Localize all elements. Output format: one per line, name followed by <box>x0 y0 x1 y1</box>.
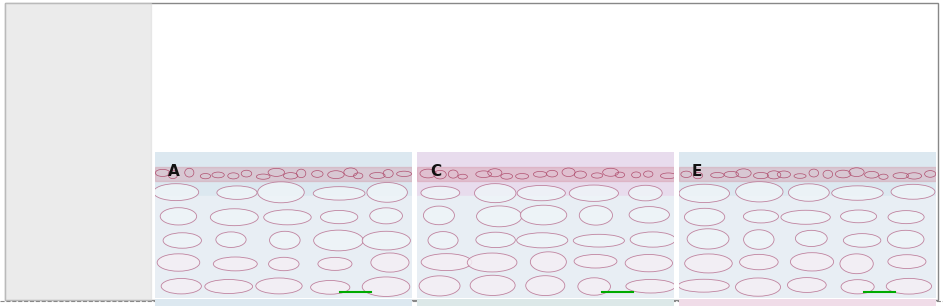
Ellipse shape <box>574 255 617 268</box>
Bar <box>679 167 935 181</box>
Ellipse shape <box>526 276 565 296</box>
Ellipse shape <box>739 254 778 270</box>
Ellipse shape <box>530 252 567 272</box>
Bar <box>417 196 674 297</box>
Ellipse shape <box>264 210 311 225</box>
Ellipse shape <box>474 184 516 203</box>
Bar <box>417 167 674 181</box>
Ellipse shape <box>471 275 515 296</box>
Bar <box>156 167 412 181</box>
Ellipse shape <box>476 206 521 227</box>
Ellipse shape <box>163 233 202 248</box>
Ellipse shape <box>157 254 200 271</box>
Ellipse shape <box>781 210 831 224</box>
Ellipse shape <box>310 281 350 294</box>
Ellipse shape <box>216 232 246 248</box>
Ellipse shape <box>314 230 363 251</box>
Bar <box>156 299 412 306</box>
Bar <box>679 196 935 297</box>
Ellipse shape <box>362 277 410 297</box>
Bar <box>417 152 674 196</box>
Ellipse shape <box>787 278 826 293</box>
Ellipse shape <box>423 206 455 225</box>
Ellipse shape <box>679 184 730 203</box>
Ellipse shape <box>321 211 357 224</box>
Ellipse shape <box>887 230 924 248</box>
Ellipse shape <box>891 184 935 199</box>
Ellipse shape <box>578 278 610 295</box>
Text: A: A <box>168 164 180 179</box>
Ellipse shape <box>744 230 774 249</box>
Ellipse shape <box>629 207 670 223</box>
Ellipse shape <box>154 184 199 201</box>
Bar <box>417 299 674 306</box>
Ellipse shape <box>840 210 877 223</box>
Ellipse shape <box>421 186 460 200</box>
Ellipse shape <box>370 208 403 224</box>
Ellipse shape <box>685 208 725 226</box>
Ellipse shape <box>573 234 624 247</box>
Ellipse shape <box>795 230 827 246</box>
Ellipse shape <box>371 253 409 272</box>
Ellipse shape <box>256 278 302 294</box>
Ellipse shape <box>422 254 472 271</box>
Ellipse shape <box>579 206 613 225</box>
Text: E: E <box>691 164 702 179</box>
Ellipse shape <box>419 276 460 296</box>
Ellipse shape <box>743 210 779 223</box>
Ellipse shape <box>736 182 783 202</box>
Ellipse shape <box>269 257 299 271</box>
Bar <box>679 152 935 196</box>
Ellipse shape <box>362 231 410 250</box>
Ellipse shape <box>428 232 458 249</box>
Ellipse shape <box>736 278 781 296</box>
Ellipse shape <box>367 182 407 202</box>
Ellipse shape <box>886 278 932 294</box>
Ellipse shape <box>630 232 675 247</box>
Ellipse shape <box>205 279 253 293</box>
Ellipse shape <box>257 182 305 203</box>
Ellipse shape <box>161 278 202 294</box>
Ellipse shape <box>790 253 834 271</box>
Ellipse shape <box>517 185 566 201</box>
Ellipse shape <box>476 232 516 248</box>
Ellipse shape <box>318 257 352 271</box>
Bar <box>156 152 412 196</box>
Ellipse shape <box>521 205 567 225</box>
Ellipse shape <box>678 279 729 292</box>
Ellipse shape <box>468 253 517 272</box>
Ellipse shape <box>840 254 873 274</box>
Ellipse shape <box>217 186 257 200</box>
Ellipse shape <box>160 208 197 225</box>
Ellipse shape <box>888 255 926 268</box>
Ellipse shape <box>841 280 874 294</box>
Ellipse shape <box>888 211 924 224</box>
Bar <box>679 299 935 306</box>
Ellipse shape <box>687 229 729 249</box>
Ellipse shape <box>210 209 258 226</box>
Ellipse shape <box>517 233 568 248</box>
Ellipse shape <box>570 185 619 201</box>
Ellipse shape <box>685 254 733 273</box>
Ellipse shape <box>313 187 365 200</box>
Ellipse shape <box>625 255 672 272</box>
Text: C: C <box>430 164 441 179</box>
Ellipse shape <box>832 186 884 200</box>
Ellipse shape <box>788 184 829 201</box>
Ellipse shape <box>843 233 881 247</box>
Bar <box>5 3 151 300</box>
Ellipse shape <box>626 279 675 293</box>
Ellipse shape <box>270 231 300 249</box>
Ellipse shape <box>213 257 257 271</box>
Bar <box>156 196 412 297</box>
Ellipse shape <box>629 185 662 201</box>
